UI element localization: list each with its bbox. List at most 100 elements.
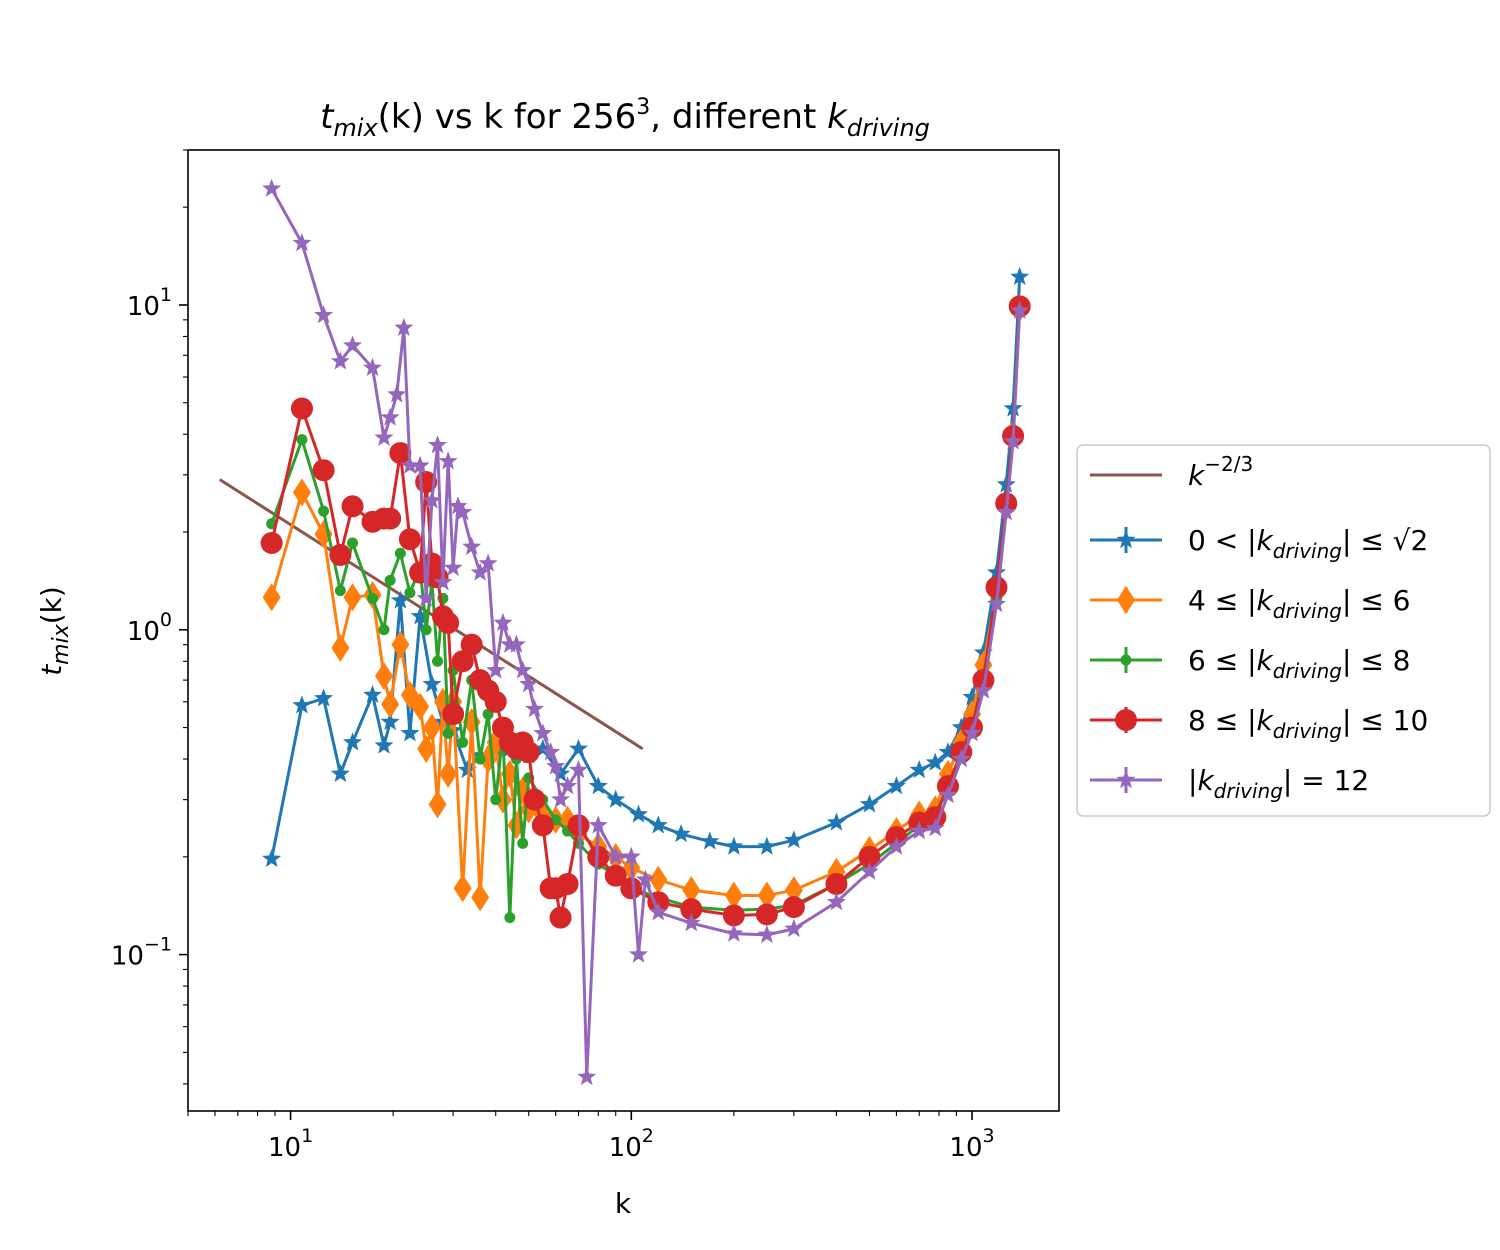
data-point-s0 xyxy=(938,742,958,761)
data-point-s2 xyxy=(517,837,529,849)
data-point-s0 xyxy=(314,688,334,707)
data-point-s3 xyxy=(379,507,402,530)
data-point-s1 xyxy=(439,759,458,788)
data-point-s3 xyxy=(972,669,995,692)
data-point-s4 xyxy=(410,455,430,474)
data-point-s1 xyxy=(757,881,776,910)
legend-marker-shape-s0 xyxy=(1116,530,1136,549)
data-point-s0 xyxy=(757,836,777,855)
x-axis-label: k xyxy=(615,1187,632,1220)
data-point-s4 xyxy=(400,455,420,474)
data-point-s4 xyxy=(438,451,458,470)
legend-label-s4: |kdriving| = 12 xyxy=(1188,764,1369,803)
data-point-s0 xyxy=(262,848,282,868)
data-point-s0 xyxy=(700,831,720,850)
data-point-s2 xyxy=(318,505,330,517)
data-point-s1 xyxy=(292,478,311,507)
data-point-s0 xyxy=(996,474,1016,493)
data-point-s1 xyxy=(471,883,490,912)
data-point-s0 xyxy=(962,687,982,706)
data-point-s1 xyxy=(724,881,743,910)
data-point-s4 xyxy=(648,902,668,921)
data-point-s3 xyxy=(290,397,313,420)
data-point-s3 xyxy=(523,788,546,811)
legend-marker-shape-s2 xyxy=(1120,654,1132,666)
title-driving-subscript: driving xyxy=(847,114,930,142)
data-point-s0 xyxy=(606,789,626,808)
data-point-s4 xyxy=(314,305,334,324)
data-point-s3 xyxy=(517,741,540,764)
data-point-s4 xyxy=(784,918,804,937)
data-point-s0 xyxy=(1010,266,1030,286)
data-point-s4 xyxy=(551,789,571,808)
data-point-s1 xyxy=(428,790,447,819)
data-point-s3 xyxy=(782,896,805,919)
data-point-s0 xyxy=(457,760,477,779)
data-point-s3 xyxy=(604,864,627,887)
data-point-s0 xyxy=(343,732,363,751)
data-point-s0 xyxy=(422,674,442,693)
data-point-s4 xyxy=(962,723,982,742)
ylabel-arg: (k) xyxy=(35,586,68,624)
data-point-s2 xyxy=(367,592,379,604)
data-point-s4 xyxy=(453,502,473,521)
legend-entry-s1: 4 ≤ |kdriving| ≤ 6 xyxy=(1090,584,1411,623)
data-point-s4 xyxy=(374,427,394,446)
legend-entry-s2: 6 ≤ |kdriving| ≤ 8 xyxy=(1090,644,1411,683)
data-point-s4 xyxy=(380,407,400,426)
data-point-s0 xyxy=(648,815,668,834)
data-point-s1 xyxy=(417,734,436,763)
data-point-s3 xyxy=(341,495,364,518)
data-point-s0 xyxy=(925,752,945,771)
data-point-s3 xyxy=(437,611,460,634)
data-point-s3 xyxy=(825,872,848,895)
reference-line xyxy=(219,478,644,751)
legend-marker-s2 xyxy=(1120,647,1132,673)
data-point-s4 xyxy=(541,742,561,761)
legend-entry-s4: |kdriving| = 12 xyxy=(1090,764,1369,803)
data-point-s2 xyxy=(384,574,396,586)
y-axis-label: tmix(k) xyxy=(35,586,74,676)
data-point-s2 xyxy=(347,537,359,549)
data-point-s1 xyxy=(391,630,410,659)
data-point-s3 xyxy=(680,898,703,921)
x-tick-label: 102 xyxy=(609,1125,654,1163)
data-point-s4 xyxy=(478,553,498,572)
y-tick-label: 101 xyxy=(127,284,172,322)
data-point-s4 xyxy=(394,317,414,336)
data-point-s3 xyxy=(755,903,778,926)
data-point-s3 xyxy=(858,845,881,868)
legend-marker-shape-s4 xyxy=(1116,770,1136,789)
data-point-s0 xyxy=(380,712,400,731)
data-point-s4 xyxy=(606,846,626,865)
data-point-s4 xyxy=(886,836,906,855)
data-point-s2 xyxy=(504,912,516,924)
data-point-s4 xyxy=(363,357,383,377)
data-point-s0 xyxy=(374,735,394,754)
plot-frame xyxy=(187,149,1060,1112)
data-point-s4 xyxy=(859,861,879,880)
data-point-s4 xyxy=(1010,300,1030,319)
data-point-s0 xyxy=(886,776,906,795)
data-point-s4 xyxy=(629,944,649,963)
legend-marker-s0 xyxy=(1116,527,1136,553)
data-point-s1 xyxy=(493,785,512,814)
data-point-s0 xyxy=(330,763,350,782)
title-exponent: 3 xyxy=(636,95,650,120)
data-point-s1 xyxy=(374,662,393,691)
legend-label-s2: 6 ≤ |kdriving| ≤ 8 xyxy=(1188,644,1411,683)
ylabel-mix-subscript: mix xyxy=(49,623,74,665)
data-point-s4 xyxy=(448,496,468,515)
data-point-s4 xyxy=(558,776,578,795)
data-point-s4 xyxy=(569,760,589,779)
data-point-s4 xyxy=(826,892,846,911)
data-point-s4 xyxy=(513,660,533,679)
data-point-s3 xyxy=(451,650,474,673)
chart-title: tmix(k) vs k for 2563, different kdrivin… xyxy=(320,95,930,142)
data-point-s4 xyxy=(533,723,553,742)
title-mid2: , different xyxy=(650,97,827,137)
data-point-s3 xyxy=(389,442,412,465)
data-point-s0 xyxy=(671,824,691,843)
data-point-s4 xyxy=(262,178,282,197)
legend-marker-s4 xyxy=(1116,767,1136,793)
